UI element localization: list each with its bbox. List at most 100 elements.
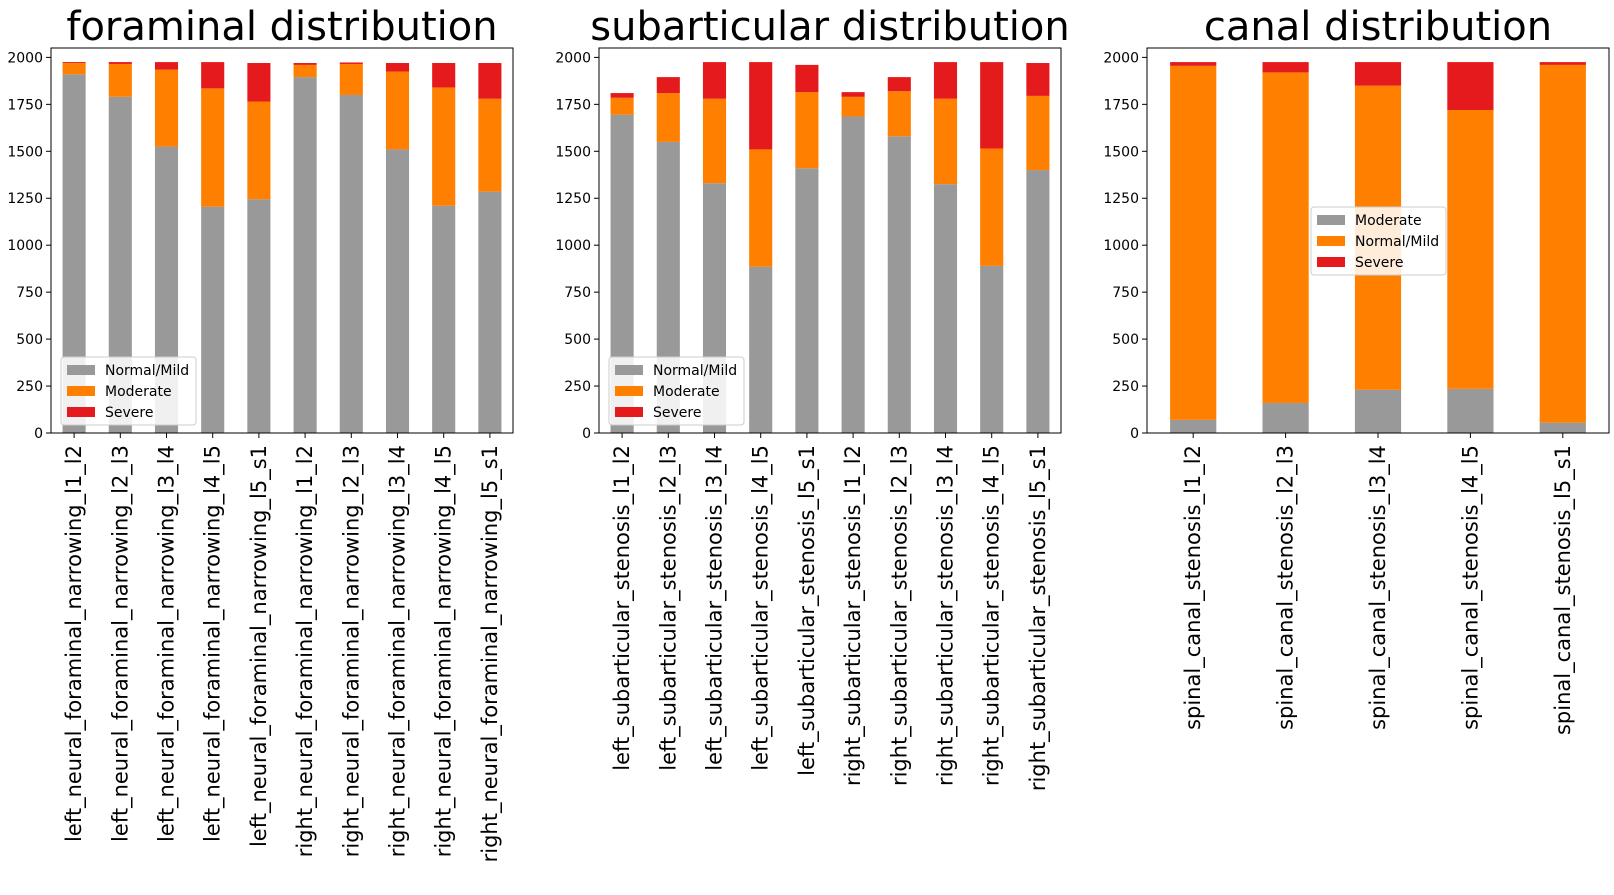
y-tick-label: 0 <box>34 426 43 442</box>
bar-segment <box>62 62 86 64</box>
bar-segment <box>1539 64 1586 423</box>
y-tick-label: 1500 <box>7 144 43 160</box>
x-tick-label: left_subarticular_stenosis_l1_l2 <box>610 445 635 771</box>
y-tick-label: 1750 <box>1103 97 1139 113</box>
x-tick-label: left_subarticular_stenosis_l3_l4 <box>703 445 728 771</box>
bar-segment <box>293 77 317 434</box>
x-tick-label: left_neural_foraminal_narrowing_l4_l5 <box>201 445 226 842</box>
x-tick-label: left_neural_foraminal_narrowing_l1_l2 <box>62 445 87 842</box>
bar-segment <box>478 98 502 192</box>
y-tick-label: 750 <box>1112 285 1139 301</box>
bar-segment <box>1026 63 1050 96</box>
legend-swatch <box>67 407 95 417</box>
y-tick-label: 0 <box>1130 426 1139 442</box>
bar-segment <box>1026 95 1050 171</box>
bar-segment <box>201 62 225 89</box>
bar-segment <box>1539 422 1586 433</box>
plot-frame <box>50 47 514 434</box>
legend-swatch <box>615 407 643 417</box>
y-tick-label: 0 <box>582 426 591 442</box>
legend-label: Normal/Mild <box>1355 234 1439 250</box>
bar-segment <box>841 92 865 97</box>
y-tick-label: 2000 <box>1103 50 1139 66</box>
bar-segment <box>702 98 727 184</box>
bar-segment <box>478 63 502 99</box>
bar-segment <box>62 63 86 75</box>
bar-segment <box>432 205 456 433</box>
x-tick-label: left_neural_foraminal_narrowing_l3_l4 <box>155 445 180 842</box>
legend-swatch <box>1317 257 1345 267</box>
bar-segment <box>656 93 680 142</box>
legend-label: Severe <box>105 405 153 421</box>
legend-label: Moderate <box>653 384 720 400</box>
legend-swatch <box>1317 236 1345 246</box>
chart-panel-2: subarticular distribution left_subarticul… <box>555 4 1069 791</box>
bar-segment <box>385 149 410 434</box>
x-tick-label: right_neural_foraminal_narrowing_l2_l3 <box>339 445 364 857</box>
x-tick-label: spinal_canal_stenosis_l2_l3 <box>1274 445 1299 730</box>
bar-segment <box>841 96 865 117</box>
bar-segment <box>749 149 773 267</box>
legend: Moderate Normal/Mild Severe <box>1310 206 1447 276</box>
bar-segment <box>610 93 634 98</box>
x-tick-label: right_subarticular_stenosis_l3_l4 <box>934 445 959 786</box>
x-tick-label: left_subarticular_stenosis_l4_l5 <box>749 445 774 771</box>
bar-segment <box>108 63 132 97</box>
bar-segment <box>478 191 502 433</box>
bar-segment <box>980 265 1004 433</box>
x-tick-label: spinal_canal_stenosis_l5_s1 <box>1551 445 1576 735</box>
x-tick-label: left_subarticular_stenosis_l2_l3 <box>656 445 681 771</box>
y-tick-label: 1750 <box>7 97 43 113</box>
bar-segment <box>1354 62 1402 86</box>
bar-segment <box>887 91 911 137</box>
bar-segment <box>656 77 680 94</box>
bar-segment <box>1447 62 1494 110</box>
y-tick-label: 750 <box>564 285 591 301</box>
x-tick-label: right_subarticular_stenosis_l4_l5 <box>980 445 1005 786</box>
bar-segment <box>339 63 363 95</box>
y-tick-label: 500 <box>1112 332 1139 348</box>
x-tick-label: spinal_canal_stenosis_l3_l4 <box>1366 445 1391 730</box>
x-tick-label: right_neural_foraminal_narrowing_l4_l5 <box>432 445 457 857</box>
legend-swatch <box>615 386 643 396</box>
bar-segment <box>1026 170 1050 433</box>
legend-label: Severe <box>1355 255 1403 271</box>
y-tick-label: 2000 <box>555 50 591 66</box>
plot-frame <box>598 47 1062 434</box>
y-tick-label: 1750 <box>555 97 591 113</box>
bar-segment <box>201 206 225 433</box>
bar-segment <box>154 69 179 147</box>
bar-segment <box>385 71 410 150</box>
y-tick-label: 250 <box>1112 379 1139 395</box>
y-tick-label: 1250 <box>555 191 591 207</box>
bar-segment <box>62 74 86 433</box>
y-tick-label: 500 <box>16 332 43 348</box>
chart-title: canal distribution <box>1204 4 1552 50</box>
legend-swatch <box>1317 215 1345 225</box>
bar-segment <box>1262 62 1309 73</box>
bar-segment <box>432 63 456 88</box>
y-tick-label: 250 <box>16 379 43 395</box>
bar-segment <box>749 266 773 433</box>
bar-segment <box>933 184 958 433</box>
x-tick-label: left_subarticular_stenosis_l5_s1 <box>795 445 820 776</box>
bar-segment <box>247 63 271 102</box>
bar-segment <box>108 96 132 433</box>
bar-segment <box>1170 62 1217 66</box>
plot-frame <box>1146 47 1610 434</box>
y-tick-label: 1500 <box>1103 144 1139 160</box>
bar-segment <box>980 62 1004 149</box>
bar-segment <box>610 97 634 115</box>
y-tick-label: 1250 <box>1103 191 1139 207</box>
x-tick-label: left_neural_foraminal_narrowing_l2_l3 <box>108 445 133 842</box>
bar-segment <box>247 101 271 200</box>
bar-segment <box>1170 419 1217 433</box>
x-tick-label: spinal_canal_stenosis_l1_l2 <box>1181 445 1206 730</box>
chart-title: foraminal distribution <box>66 4 497 50</box>
legend-label: Moderate <box>105 384 172 400</box>
bar-segment <box>1539 62 1586 65</box>
chart-panel-3: canal distribution spinal_canal_stenosis_… <box>1103 4 1610 735</box>
bar-segment <box>201 88 225 207</box>
bar-segment <box>887 77 911 92</box>
